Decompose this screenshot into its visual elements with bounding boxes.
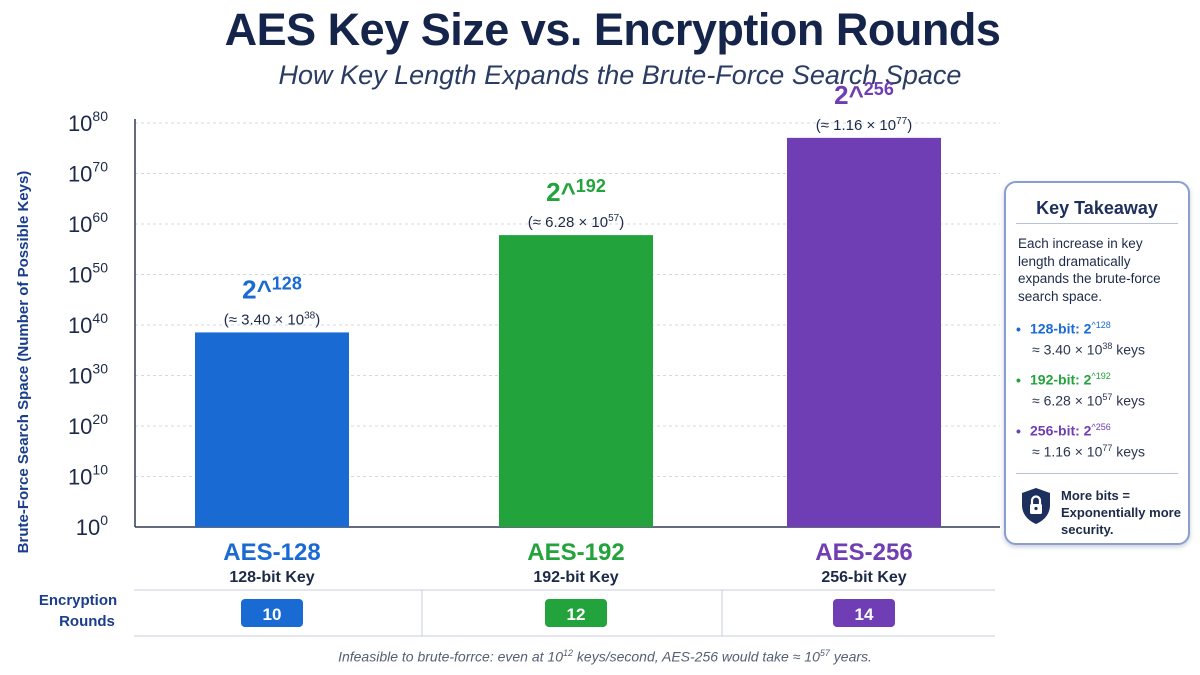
bar	[787, 137, 941, 528]
takeaway-item-256: • 256-bit: 2^256 ≈ 1.16 × 1077 keys	[1016, 422, 1186, 459]
chart-canvas: 100 1010 1020 1030 1040 1050 1060 1070 1080 Brute…	[15, 79, 1000, 637]
panel-divider	[1016, 223, 1178, 224]
footnote-exp2: 57	[819, 648, 830, 658]
footnote-part3: years.	[829, 648, 872, 665]
takeaway-exponent: ^192	[1091, 371, 1111, 381]
y-tick-label: 1020	[68, 411, 108, 439]
takeaway-label: 256-bit: 2	[1030, 422, 1092, 439]
panel-divider	[1016, 473, 1178, 474]
category-sublabel: 256-bit Key	[821, 569, 906, 586]
rounds-row-label: Encryption	[39, 592, 117, 609]
y-tick-label: 100	[76, 512, 108, 540]
takeaway-approx: ≈ 3.40 × 10	[1032, 341, 1103, 358]
rounds-value: 12	[567, 605, 586, 624]
y-tick-label: 1070	[68, 159, 108, 187]
rounds-value: 10	[263, 605, 282, 624]
key-takeaway-title: Key Takeaway	[1036, 198, 1158, 218]
bar-approx-label: (≈ 6.28 × 1057)	[528, 213, 625, 231]
key-takeaway-text: Each increase in key length dramatically…	[1018, 236, 1161, 304]
takeaway-exponent: ^128	[1091, 320, 1111, 330]
y-tick-label: 1010	[68, 462, 108, 490]
takeaway-approx: ≈ 6.28 × 10	[1032, 392, 1103, 409]
footnote-part1: Infeasible to brute-forrce: even at 10	[338, 648, 563, 665]
rounds-value: 14	[855, 605, 874, 624]
shield-lock-icon	[1022, 488, 1050, 524]
footnote-part2: keys/second, AES-256 would take ≈ 10	[573, 648, 820, 665]
bar-value-label: 2^128	[242, 273, 302, 304]
category-sublabel: 128-bit Key	[229, 569, 314, 586]
key-takeaway-panel: Key Takeaway Each increase in key length…	[1004, 181, 1190, 545]
takeaway-unit: keys	[1112, 392, 1146, 409]
bar-value-label: 2^192	[546, 176, 606, 207]
category-label: AES-192	[527, 539, 624, 566]
takeaway-unit: keys	[1112, 341, 1146, 358]
y-tick-label: 1030	[68, 361, 108, 389]
rounds-row-label: Rounds	[59, 613, 115, 630]
bar	[195, 332, 349, 527]
takeaway-approx-exponent: 57	[1102, 391, 1113, 402]
y-tick-label: 1040	[68, 310, 108, 338]
bar-approx-label: (≈ 3.40 × 1038)	[224, 310, 321, 328]
rounds-badge	[545, 599, 607, 627]
y-tick-label: 1060	[68, 209, 108, 237]
y-tick-label: 1050	[68, 260, 108, 288]
rounds-badge	[241, 599, 303, 627]
category-sublabel: 192-bit Key	[533, 569, 618, 586]
y-tick-label: 1080	[68, 108, 108, 136]
category-label: AES-256	[815, 539, 912, 566]
takeaway-item-192: • 192-bit: 2^192 ≈ 6.28 × 1057 keys	[1016, 371, 1186, 408]
bar-approx-label: (≈ 1.16 × 1077)	[816, 116, 913, 134]
bar	[499, 235, 653, 528]
takeaway-item-128: • 128-bit: 2^128 ≈ 3.40 × 1038 keys	[1016, 320, 1186, 357]
rounds-badge	[833, 599, 895, 627]
y-axis-label: Brute-Force Search Space (Number of Poss…	[15, 171, 32, 554]
takeaway-approx-exponent: 38	[1102, 340, 1113, 351]
bar-value-label: 2^256	[834, 79, 894, 110]
takeaway-approx-exponent: 77	[1102, 442, 1113, 453]
takeaway-label: 128-bit: 2	[1030, 320, 1092, 337]
bullet-icon: •	[1016, 371, 1021, 388]
footnote: Infeasible to brute-forrce: even at 1012…	[0, 648, 1200, 665]
bullet-icon: •	[1016, 422, 1021, 439]
chart-subtitle: How Key Length Expands the Brute-Force S…	[278, 60, 962, 90]
category-label: AES-128	[223, 539, 320, 566]
takeaway-exponent: ^256	[1091, 422, 1111, 432]
takeaway-label: 192-bit: 2	[1030, 371, 1092, 388]
takeaway-unit: keys	[1112, 443, 1146, 460]
bullet-icon: •	[1016, 320, 1021, 337]
footnote-exp1: 12	[563, 648, 574, 658]
security-note: More bits = Exponentially more security.	[1061, 488, 1181, 537]
takeaway-approx: ≈ 1.16 × 10	[1032, 443, 1103, 460]
chart-title: AES Key Size vs. Encryption Rounds	[224, 4, 1001, 55]
